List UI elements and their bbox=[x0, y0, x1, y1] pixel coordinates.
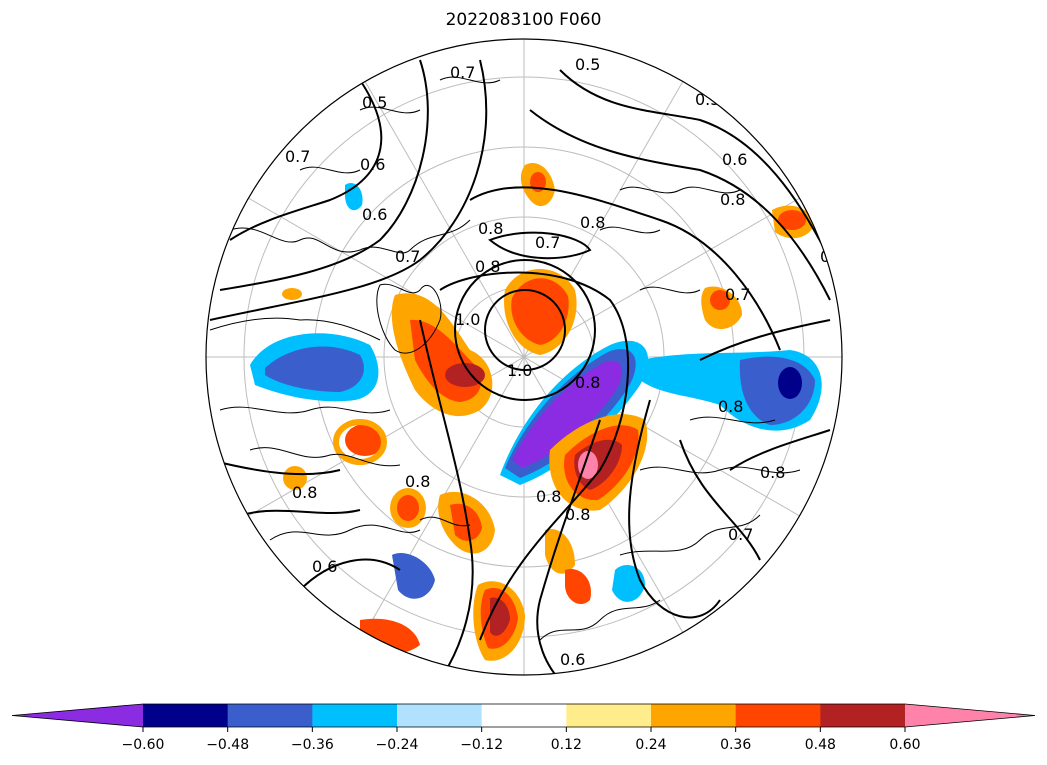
colorbar-bin bbox=[481, 704, 567, 727]
contour-label: 0.5 bbox=[575, 55, 600, 74]
contour-label: 0.8 bbox=[575, 373, 600, 392]
colorbar-extend-low bbox=[12, 704, 143, 727]
contours bbox=[209, 59, 831, 675]
map-disc: 0.5 0.5 0.7 0.5 0.6 0.7 0.6 0.8 0.7 0.8 … bbox=[206, 39, 842, 675]
contour-label: 0.8 bbox=[718, 397, 743, 416]
colorbar-tick-label: 0.12 bbox=[551, 737, 582, 753]
colorbar-tick-label: −0.36 bbox=[291, 737, 334, 753]
colorbar-bin bbox=[735, 704, 821, 727]
colorbar-tick-label: 0.36 bbox=[720, 737, 751, 753]
contour-label: 0.7 bbox=[450, 63, 475, 82]
colorbar-bin bbox=[227, 704, 313, 727]
contour-label: 0.8 bbox=[405, 472, 430, 491]
contour-label: 0.8 bbox=[565, 505, 590, 524]
colorbar-tick-label: 0.60 bbox=[889, 737, 920, 753]
colorbar-tick-label: −0.48 bbox=[206, 737, 249, 753]
contour-label: 0.7 bbox=[395, 247, 420, 266]
contour-label: 0.6 bbox=[362, 205, 387, 224]
colorbar-tick-label: −0.60 bbox=[122, 737, 165, 753]
contour-label: 0.8 bbox=[478, 219, 503, 238]
contour-label: 0.6 bbox=[360, 155, 385, 174]
contour-label: 0.8 bbox=[720, 190, 745, 209]
coastlines bbox=[209, 76, 801, 641]
contour-label: 0.7 bbox=[725, 285, 750, 304]
contour-label: 0.6 bbox=[312, 557, 337, 576]
colorbar-bin bbox=[566, 704, 652, 727]
map-title: 2022083100 F060 bbox=[445, 10, 602, 30]
colorbar-bin bbox=[312, 704, 398, 727]
colorbar-bin bbox=[143, 704, 229, 727]
contour-label: 0.7 bbox=[728, 525, 753, 544]
colorbar-tick-label: 0.24 bbox=[635, 737, 666, 753]
colorbar-tick-label: −0.12 bbox=[460, 737, 503, 753]
contour-label: 0.8 bbox=[292, 483, 317, 502]
colorbar-tick-label: −0.24 bbox=[376, 737, 419, 753]
contour-label: 0.5 bbox=[362, 93, 387, 112]
contour-label: 0.7 bbox=[535, 233, 560, 252]
contour-label: 0.8 bbox=[580, 213, 605, 232]
colorbar-bin bbox=[820, 704, 906, 727]
contour-label: 0.6 bbox=[722, 150, 747, 169]
polar-stereographic-map: 0.5 0.5 0.7 0.5 0.6 0.7 0.6 0.8 0.7 0.8 … bbox=[205, 38, 843, 676]
colorbar-extend-high bbox=[905, 704, 1035, 727]
map-boundary bbox=[205, 38, 843, 676]
contour-label: 0.7 bbox=[285, 147, 310, 166]
colorbar-bin bbox=[651, 704, 737, 727]
colorbar-bin bbox=[397, 704, 483, 727]
contour-label: 1.0 bbox=[507, 361, 532, 380]
contour-label: 0.8 bbox=[536, 487, 561, 506]
contour-label: 1.0 bbox=[455, 310, 480, 329]
contour-label: 0.8 bbox=[760, 463, 785, 482]
colorbar-tick-label: 0.48 bbox=[805, 737, 836, 753]
contour-labels: 0.5 0.5 0.7 0.5 0.6 0.7 0.6 0.8 0.7 0.8 … bbox=[285, 55, 842, 669]
contour-label: 0.6 bbox=[560, 650, 585, 669]
contour-label: 0.8 bbox=[475, 257, 500, 276]
